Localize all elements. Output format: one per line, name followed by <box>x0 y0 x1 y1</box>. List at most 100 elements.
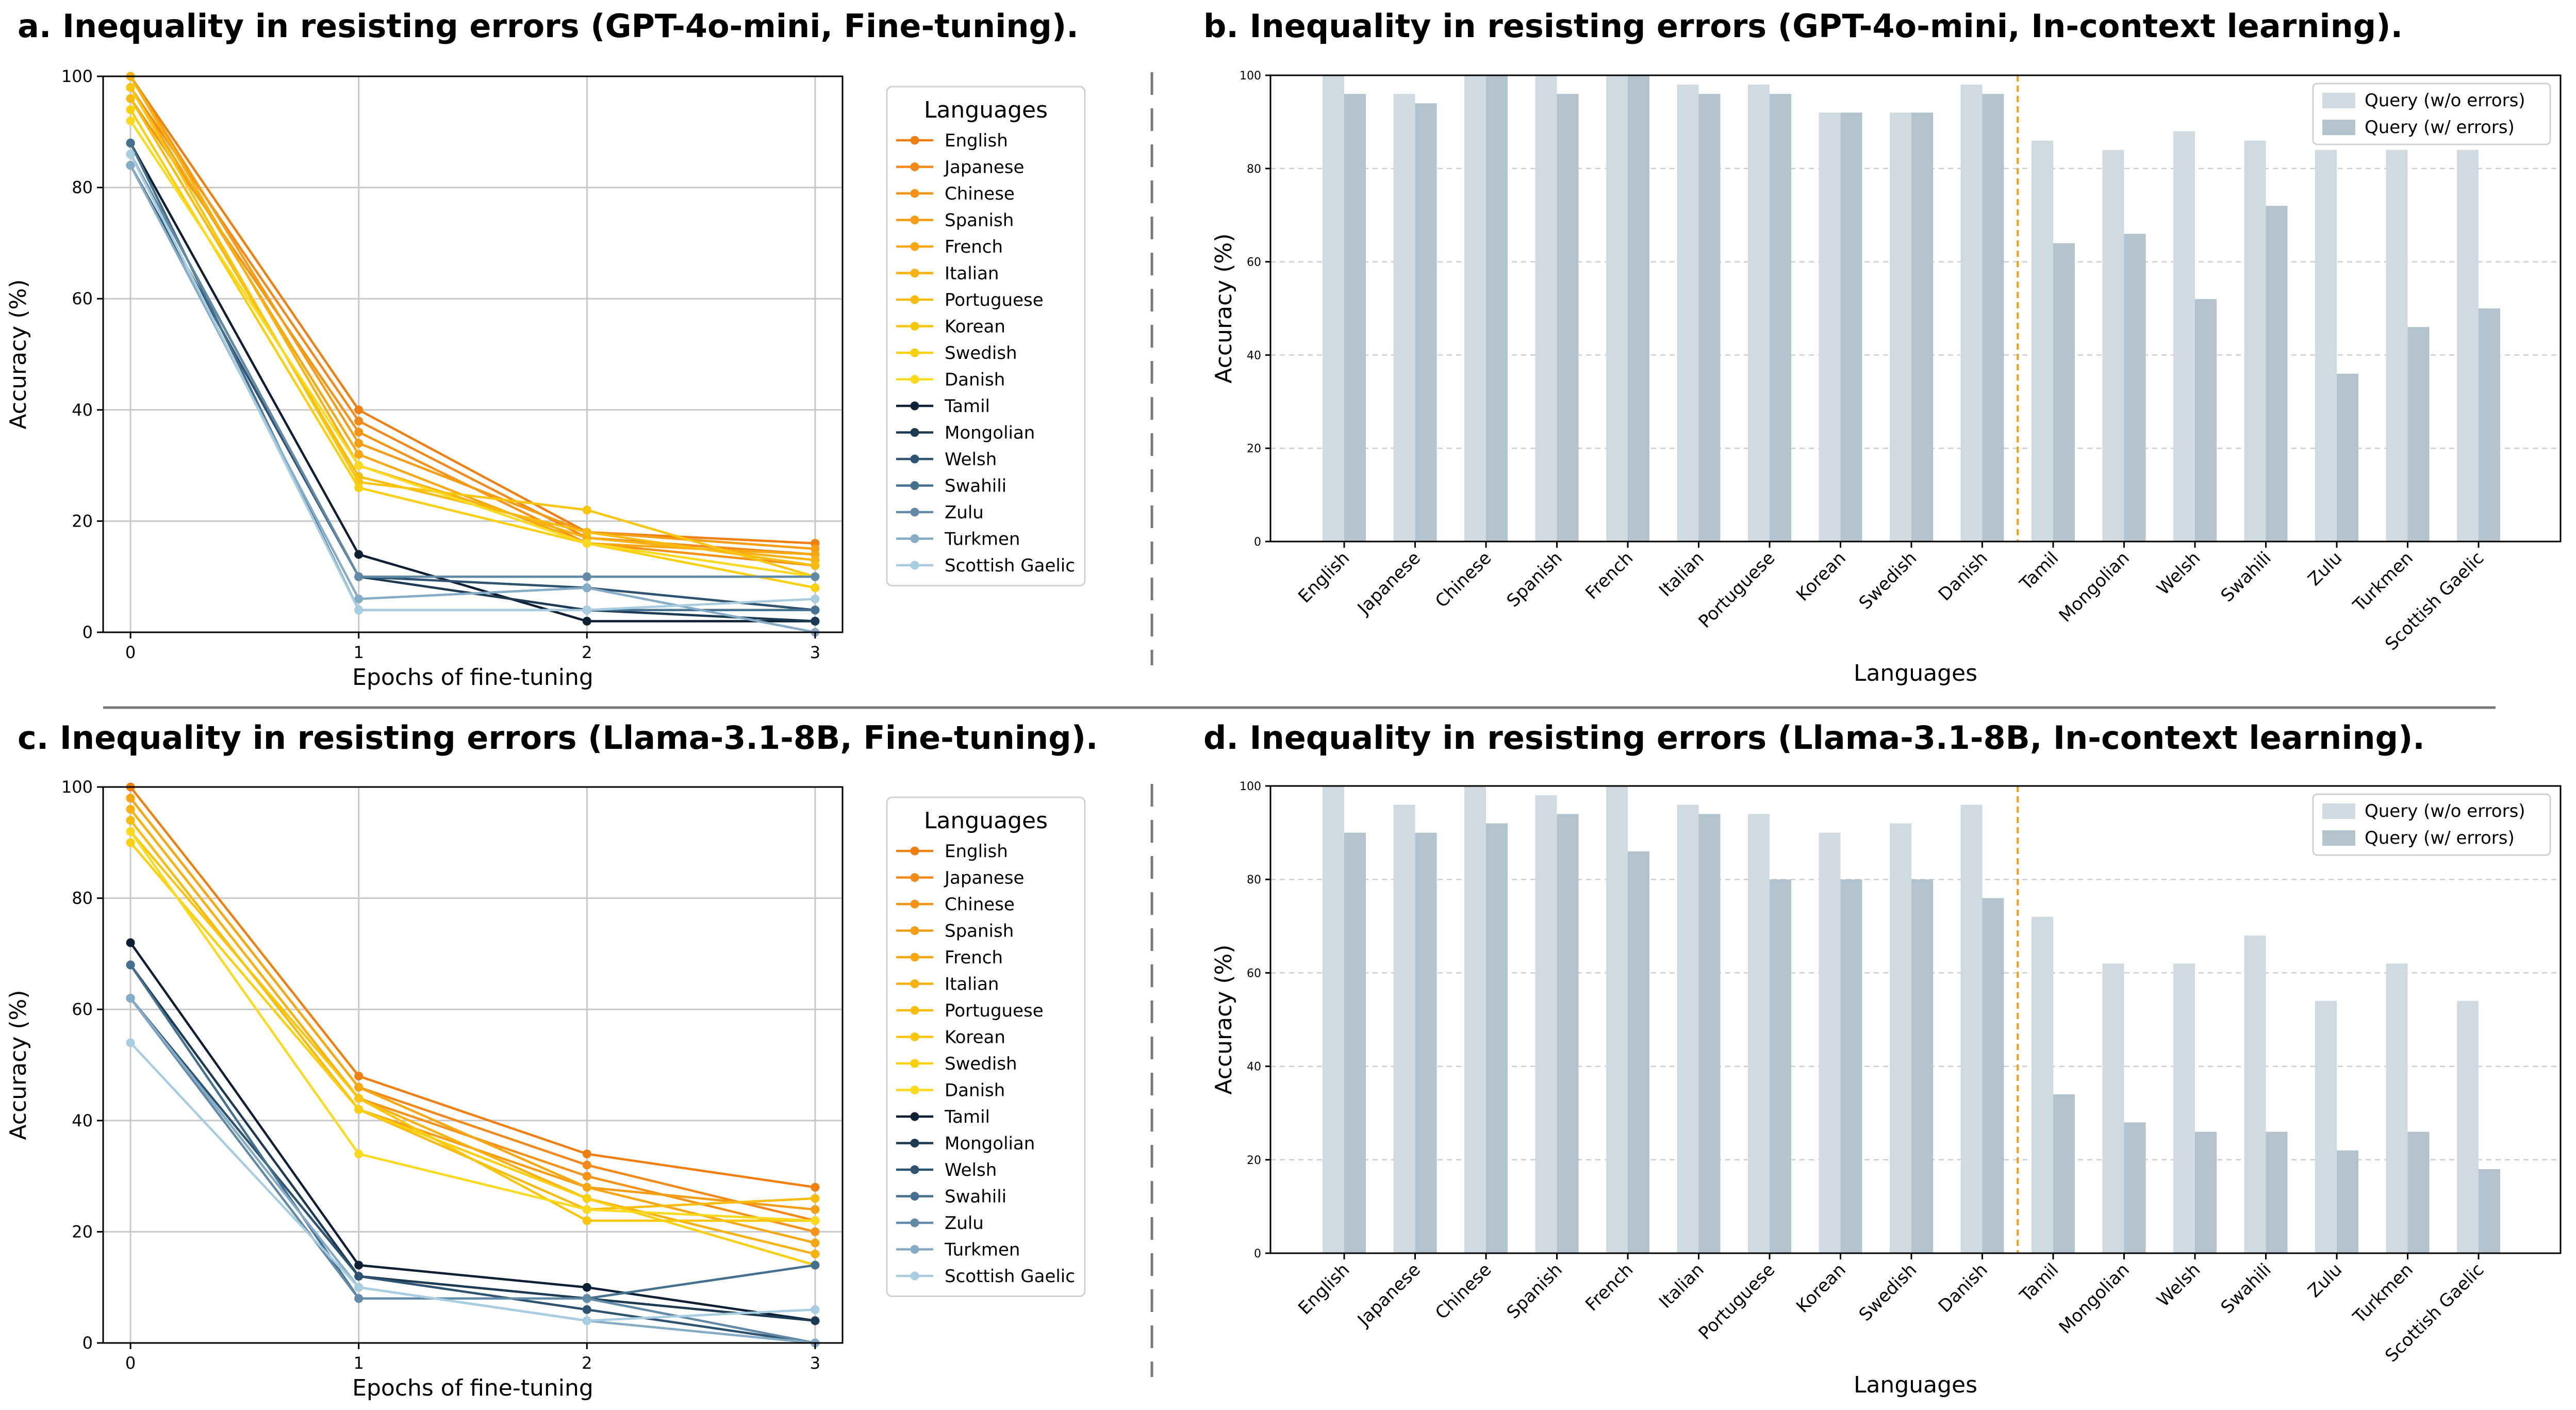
bar-without-errors <box>1464 75 1486 542</box>
legend-swatch-marker <box>910 481 919 490</box>
bar-with-errors <box>1344 94 1366 542</box>
bar-with-errors <box>2479 1169 2500 1253</box>
bar-with-errors <box>1344 832 1366 1253</box>
bar-without-errors <box>2315 1001 2337 1253</box>
legend-swatch <box>2322 93 2355 108</box>
x-tick-label: 3 <box>810 643 820 662</box>
legend-swatch-marker <box>910 873 919 882</box>
legend-item-label: Turkmen <box>944 529 1020 550</box>
x-tick-label: 2 <box>582 1353 592 1373</box>
legend-item-label: Zulu <box>945 1213 984 1234</box>
data-point <box>811 1305 820 1314</box>
bar-without-errors <box>1960 85 1983 542</box>
x-tick-label: 2 <box>582 643 592 662</box>
legend-item-label: Mongolian <box>945 1134 1035 1154</box>
x-tick-label: 3 <box>810 1353 820 1373</box>
series-line-italian <box>129 808 816 1255</box>
legend-swatch <box>2322 830 2355 846</box>
series-line-welsh <box>129 165 816 612</box>
data-point <box>811 583 820 593</box>
y-tick-label: 40 <box>72 1111 93 1130</box>
x-tick-label: 0 <box>125 643 136 662</box>
data-point <box>811 1216 820 1225</box>
plot-frame <box>102 786 844 1344</box>
bar-with-errors <box>2479 308 2500 542</box>
bar-without-errors <box>2315 150 2337 542</box>
data-point <box>354 450 364 459</box>
bar-without-errors <box>2386 150 2408 542</box>
legend-swatch-marker <box>910 1086 919 1094</box>
data-point <box>354 572 364 581</box>
data-point <box>354 1260 364 1270</box>
y-tick-label: 40 <box>1247 349 1261 362</box>
data-point <box>354 1294 364 1303</box>
legend-swatch-marker <box>910 979 919 988</box>
legend-item-label: Tamil <box>944 1107 990 1127</box>
data-point <box>811 561 820 570</box>
bar-with-errors <box>2407 327 2430 542</box>
y-tick-label: 0 <box>82 1333 93 1353</box>
legend-swatch-marker <box>910 561 919 570</box>
bar-without-errors <box>2173 963 2195 1253</box>
data-point <box>582 572 591 581</box>
data-point <box>126 838 135 847</box>
legend-swatch-marker <box>910 1165 919 1174</box>
x-axis-label: Languages <box>1854 1372 1977 1398</box>
data-point <box>811 572 820 581</box>
panel-a-title: a. Inequality in resisting errors (GPT-4… <box>18 7 1079 45</box>
data-point <box>126 960 135 970</box>
data-point <box>582 1205 591 1214</box>
data-point <box>811 616 820 626</box>
legend-item-label: Korean <box>945 317 1005 337</box>
bar-without-errors <box>1819 832 1841 1253</box>
data-point <box>354 594 364 603</box>
legend-swatch-marker <box>910 1006 919 1015</box>
bar-with-errors <box>1982 898 2004 1253</box>
bar-with-errors <box>1911 112 1933 542</box>
legend-item-label: Scottish Gaelic <box>945 1266 1075 1287</box>
data-point <box>582 1149 591 1158</box>
bar-with-errors <box>1840 879 1862 1253</box>
bar-without-errors <box>1748 814 1770 1253</box>
bar-without-errors <box>1464 786 1486 1253</box>
legend-swatch-marker <box>910 295 919 304</box>
data-point <box>582 1183 591 1192</box>
bar-without-errors <box>2457 150 2479 542</box>
legend-swatch-marker <box>910 926 919 935</box>
bar-with-errors <box>2053 243 2075 542</box>
bar-without-errors <box>2244 140 2266 542</box>
legend-swatch-marker <box>910 242 919 251</box>
plot-frame <box>1269 785 2562 1254</box>
bar-without-errors <box>2386 963 2408 1253</box>
bar-without-errors <box>2102 963 2124 1253</box>
bar-with-errors <box>1557 814 1579 1253</box>
legend-swatch-marker <box>910 534 919 543</box>
legend-swatch-marker <box>910 162 919 171</box>
series-line-english <box>129 786 816 1189</box>
legend-item-label: Italian <box>945 974 999 995</box>
data-point <box>811 1250 820 1259</box>
legend-swatch-marker <box>910 846 919 856</box>
data-point <box>582 1294 591 1303</box>
y-tick-label: 80 <box>72 178 93 198</box>
data-point <box>811 1194 820 1203</box>
data-point <box>354 1149 364 1158</box>
y-tick-label: 60 <box>1247 967 1261 980</box>
bar-without-errors <box>1606 75 1628 542</box>
bar-without-errors <box>1890 823 1911 1253</box>
y-tick-label: 20 <box>72 1222 93 1241</box>
legend-swatch-marker <box>910 1059 919 1068</box>
data-point <box>126 805 135 814</box>
series-line-japanese <box>129 87 816 556</box>
bar-with-errors <box>1770 879 1791 1253</box>
bar-without-errors <box>1535 795 1557 1253</box>
legend-swatch-marker <box>910 216 919 224</box>
legend-swatch-marker <box>910 322 919 331</box>
data-point <box>811 1316 820 1325</box>
bar-with-errors <box>2266 1132 2288 1253</box>
legend-swatch-marker <box>910 454 919 464</box>
data-point <box>582 1194 591 1203</box>
data-point <box>354 438 364 448</box>
data-point <box>582 616 591 626</box>
y-axis-label: Accuracy (%) <box>5 990 31 1140</box>
